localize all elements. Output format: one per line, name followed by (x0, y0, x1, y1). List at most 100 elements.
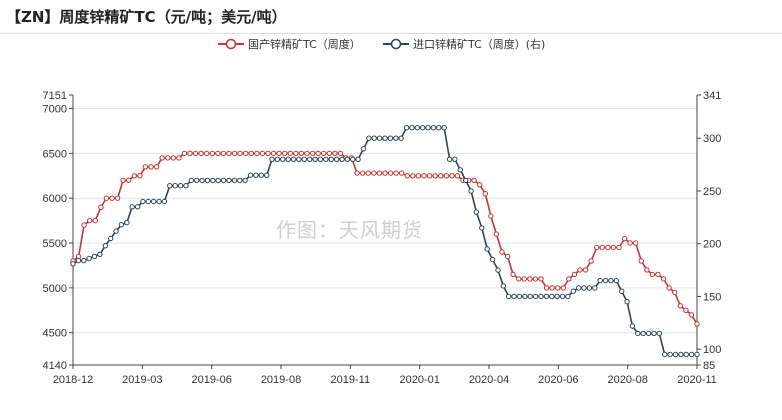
y-right-tick-label: 100 (703, 344, 721, 356)
data-point-import (678, 351, 684, 358)
data-point-import (382, 135, 388, 141)
legend-item-domestic[interactable]: 国产锌精矿TC（周度） (218, 36, 361, 52)
y-right-tick-label: 341 (703, 90, 721, 102)
data-point-domestic (493, 231, 500, 237)
data-point-import (215, 177, 221, 184)
x-tick-label: 2018-12 (53, 374, 93, 386)
data-point-import (420, 125, 426, 131)
data-point-domestic (694, 321, 700, 327)
data-point-domestic (688, 312, 695, 318)
data-point-import (323, 156, 329, 163)
y-right-tick-label: 200 (703, 239, 721, 251)
data-point-import (124, 219, 130, 226)
y-left-tick-label: 5500 (43, 238, 67, 250)
data-point-domestic (560, 285, 566, 291)
data-point-domestic (543, 285, 550, 291)
data-point-import (210, 177, 216, 184)
data-point-import (258, 172, 264, 178)
data-point-domestic (655, 271, 661, 278)
data-point-domestic (293, 150, 299, 157)
data-point-import (376, 135, 383, 141)
data-point-import (457, 167, 463, 173)
data-point-import (635, 330, 641, 337)
data-point-import (409, 125, 415, 131)
data-point-import (516, 293, 523, 300)
data-point-domestic (337, 150, 344, 157)
data-point-import (522, 293, 528, 300)
data-point-import (500, 283, 506, 289)
data-point-import (425, 125, 431, 131)
data-point-import (473, 209, 480, 215)
data-point-domestic (577, 267, 583, 273)
data-point-import (398, 135, 404, 141)
data-point-import (360, 146, 367, 152)
data-point-import (199, 177, 205, 184)
data-point-import (656, 330, 662, 337)
data-point-import (543, 293, 550, 300)
data-point-domestic (404, 173, 410, 179)
data-point-domestic (142, 164, 149, 170)
data-point-import (333, 156, 340, 163)
data-point-domestic (259, 150, 266, 157)
data-point-import (446, 156, 453, 163)
data-point-domestic (204, 150, 210, 157)
data-point-import (237, 177, 243, 184)
data-point-domestic (198, 150, 204, 157)
data-point-import (156, 198, 162, 205)
data-point-domestic (270, 150, 277, 157)
data-point-import (231, 177, 238, 184)
data-point-domestic (81, 222, 87, 228)
data-point-domestic (644, 267, 650, 273)
data-point-domestic (633, 240, 639, 246)
data-point-domestic (571, 271, 578, 278)
y-left-tick-label: 7151 (43, 90, 67, 102)
data-point-import (484, 246, 490, 252)
data-point-import (430, 125, 437, 131)
x-tick-label: 2019-03 (122, 374, 162, 386)
data-point-import (134, 204, 141, 210)
y-left-tick-label: 4500 (43, 328, 67, 340)
data-point-domestic (521, 276, 527, 282)
data-point-domestic (432, 173, 438, 179)
data-point-domestic (243, 150, 249, 157)
data-point-import (672, 351, 679, 358)
x-tick-label: 2020-08 (607, 374, 647, 386)
data-point-import (140, 198, 146, 205)
data-point-import (576, 285, 582, 291)
y-right-tick-label: 150 (703, 291, 721, 303)
data-point-import (247, 172, 254, 178)
x-tick-label: 2020-06 (538, 374, 578, 386)
data-point-domestic (192, 150, 199, 157)
data-point-import (81, 257, 87, 264)
data-point-domestic (326, 150, 332, 157)
legend-import-marker-icon (383, 38, 409, 50)
data-point-import (301, 156, 307, 163)
data-point-import (296, 156, 302, 163)
y-left-tick-label: 7000 (43, 104, 67, 116)
data-point-domestic (137, 173, 143, 179)
data-point-import (151, 198, 157, 205)
data-point-domestic (549, 285, 555, 291)
data-point-domestic (399, 170, 405, 176)
data-point-domestic (170, 155, 177, 161)
data-point-domestic (538, 276, 544, 282)
data-point-import (285, 156, 291, 163)
data-point-domestic (376, 170, 383, 176)
data-point-import (586, 285, 593, 291)
data-point-domestic (87, 217, 93, 224)
data-point-import (463, 177, 469, 184)
data-point-import (312, 156, 318, 163)
legend-item-import[interactable]: 进口锌精矿TC（周度）(右) (383, 36, 545, 52)
data-point-import (645, 330, 652, 337)
data-point-domestic (504, 253, 511, 260)
x-tick-label: 2019-08 (261, 374, 301, 386)
data-point-domestic (477, 182, 483, 188)
data-point-domestic (120, 177, 126, 184)
data-point-import (253, 172, 259, 178)
data-point-domestic (187, 150, 193, 157)
data-point-import (527, 293, 533, 300)
data-point-domestic (638, 258, 644, 264)
data-point-domestic (510, 271, 516, 278)
data-point-domestic (209, 150, 216, 157)
data-point-domestic (605, 244, 611, 251)
